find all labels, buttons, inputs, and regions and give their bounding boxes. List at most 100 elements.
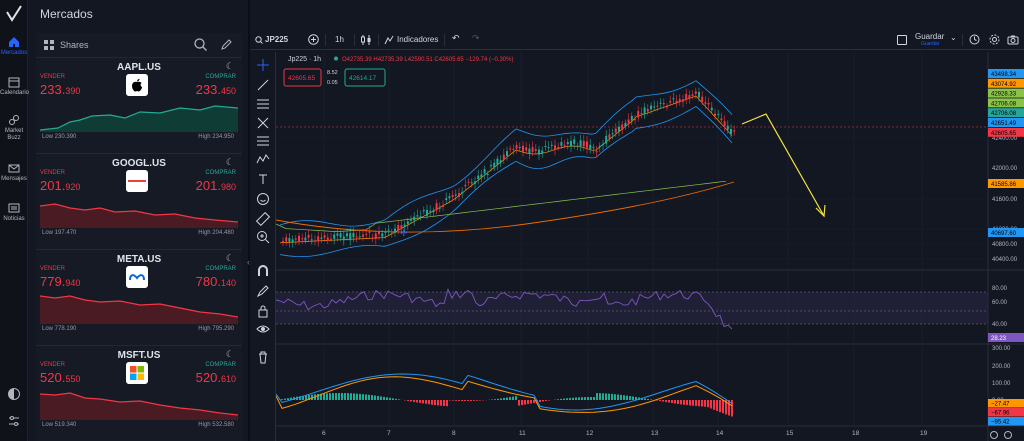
chart-grid — [276, 52, 988, 426]
buy-price[interactable]: 201.980 — [196, 178, 236, 193]
price-tag-label: 42605.65 — [991, 131, 1017, 137]
candle-body — [672, 98, 675, 100]
magnet-icon[interactable] — [256, 264, 270, 278]
sell-price[interactable]: 779.940 — [40, 274, 80, 289]
low-value: Low 230.390 — [42, 134, 77, 140]
save-button[interactable]: Guardar — [915, 32, 945, 41]
macd-histogram-bar — [650, 399, 652, 400]
trend-line-icon[interactable] — [256, 78, 270, 92]
buy-price[interactable]: 233.450 — [196, 82, 236, 97]
candle-body — [538, 149, 540, 155]
settings-gear-icon[interactable] — [990, 431, 998, 439]
candle-body — [522, 145, 524, 152]
forecast-arrow[interactable] — [741, 113, 825, 217]
redo-icon[interactable]: ↷ — [472, 33, 480, 43]
macd-histogram-bar — [281, 399, 283, 400]
candle-body — [352, 232, 355, 238]
pitchfork-icon[interactable] — [256, 116, 270, 130]
alert-clock-icon[interactable] — [969, 34, 980, 45]
macd-histogram-bar — [398, 399, 400, 400]
buy-price[interactable]: 780.140 — [196, 274, 236, 289]
candle-body — [624, 122, 627, 127]
indicators-icon — [384, 35, 394, 45]
legend-title: Jp225 · 1h — [288, 56, 321, 63]
share-card-googl[interactable]: GOOGL.US ☾ VENDER COMPRAR 201.920 201.98… — [36, 153, 242, 249]
ruler-icon[interactable] — [256, 212, 270, 226]
collapse-panel-icon[interactable]: ‹ — [247, 257, 250, 267]
price-axis[interactable]: 42400.0042000.0041600.0041200.0040800.00… — [988, 69, 1024, 426]
price-tag — [988, 127, 1024, 137]
share-card-msft[interactable]: MSFT.US ☾ VENDER COMPRAR 520.550 520.610… — [36, 345, 242, 441]
share-card-meta[interactable]: META.US ☾ VENDER COMPRAR 779.940 780.140… — [36, 249, 242, 345]
low-band-price-tag-label: 40697.60 — [991, 231, 1017, 237]
crosshair-marker: ✛ — [400, 228, 408, 238]
layout-checkbox[interactable] — [897, 35, 907, 45]
undo-icon[interactable]: ↶ — [452, 33, 460, 43]
candle-body — [355, 236, 358, 238]
candles-style-icon[interactable] — [360, 34, 372, 46]
search-icon[interactable] — [255, 36, 263, 44]
indicators-button[interactable]: Indicadores — [397, 35, 439, 44]
macd-histogram-bar — [587, 397, 589, 400]
price-chart[interactable]: 42400.0042000.0041600.0041200.0040800.00… — [276, 52, 1024, 441]
sell-price[interactable]: 520.550 — [40, 370, 80, 385]
macd-histogram-bar — [464, 400, 466, 401]
mail-icon — [8, 164, 20, 173]
chevron-down-icon[interactable]: ⌄ — [950, 33, 957, 42]
high-value: High 234.950 — [198, 134, 234, 140]
sell-price-box[interactable] — [283, 68, 322, 87]
macd-histogram-bar — [458, 400, 460, 401]
timezone-icon[interactable] — [1004, 431, 1012, 439]
eye-icon[interactable] — [256, 322, 270, 336]
text-tool-icon[interactable] — [256, 172, 270, 186]
pattern-icon[interactable] — [256, 152, 270, 166]
trash-icon[interactable] — [256, 350, 270, 364]
camera-icon[interactable] — [1007, 34, 1019, 45]
rail-item-calendario[interactable]: Calendario — [0, 76, 29, 97]
edit-pencil-icon[interactable] — [220, 38, 233, 51]
rail-item-market-buzz[interactable]: Market Buzz — [0, 114, 28, 142]
time-axis[interactable]: 6 7 8 11 12 13 14 15 18 19 — [322, 430, 928, 437]
rail-item-mensajes[interactable]: Mensajes — [0, 162, 28, 183]
macd-histogram-bar — [311, 394, 313, 400]
settings-sliders-icon[interactable] — [7, 414, 21, 428]
fib-retracement-icon[interactable] — [256, 134, 270, 148]
candle-body — [659, 102, 662, 104]
macd-histogram-bar — [377, 395, 379, 400]
sell-price[interactable]: 233.390 — [40, 82, 80, 97]
macd-histogram-bar — [413, 400, 415, 402]
add-symbol-icon[interactable] — [308, 34, 319, 45]
settings-gear-icon[interactable] — [989, 34, 1000, 45]
rail-item-noticias[interactable]: Noticias — [0, 202, 28, 223]
theme-toggle-icon[interactable] — [7, 387, 21, 401]
macd-histogram-bar — [728, 400, 730, 416]
interval-button[interactable]: 1h — [335, 35, 344, 44]
macd-histogram-bar — [350, 393, 352, 400]
panel-divider[interactable] — [248, 0, 250, 441]
macd-histogram-bar — [302, 395, 304, 400]
price-tag-label: 42928.33 — [991, 92, 1017, 98]
candle-body — [688, 95, 691, 99]
search-icon[interactable] — [194, 38, 207, 51]
page-title: Mercados — [28, 0, 250, 28]
zoom-in-icon[interactable] — [256, 230, 270, 244]
draw-mode-icon[interactable] — [256, 284, 270, 298]
buy-label: COMPRAR — [205, 362, 236, 368]
crosshair-icon[interactable] — [256, 58, 270, 72]
macd-histogram-bar — [443, 400, 445, 407]
emoji-icon[interactable] — [256, 192, 270, 206]
symbol-search-button[interactable]: JP225 — [265, 35, 289, 44]
candle-body — [509, 148, 512, 150]
buy-price-box[interactable] — [344, 68, 386, 87]
candle-body — [349, 233, 352, 241]
buy-price[interactable]: 520.610 — [196, 370, 236, 385]
lock-icon[interactable] — [256, 304, 270, 318]
sell-price[interactable]: 201.920 — [40, 178, 80, 193]
macd-histogram-bar — [632, 396, 634, 400]
candle-body — [474, 181, 476, 184]
rail-item-mercados[interactable]: Mercados — [0, 36, 28, 57]
share-card-aapl[interactable]: AAPL.US ☾ VENDER COMPRAR 233.390 233.450… — [36, 57, 242, 153]
macd-histogram-bar — [416, 400, 418, 403]
horizontal-lines-icon[interactable] — [256, 96, 270, 110]
candle-body — [614, 128, 617, 133]
